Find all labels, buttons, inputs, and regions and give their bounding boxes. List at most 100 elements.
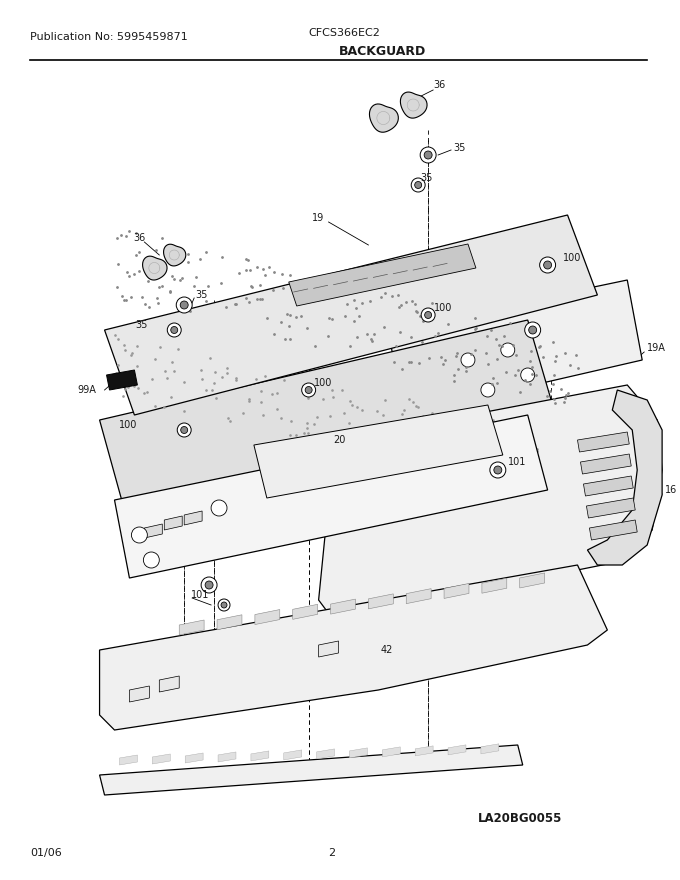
Polygon shape bbox=[482, 578, 507, 593]
Polygon shape bbox=[129, 686, 150, 702]
Polygon shape bbox=[254, 405, 503, 498]
Text: 35: 35 bbox=[195, 290, 207, 300]
Polygon shape bbox=[99, 320, 553, 510]
Polygon shape bbox=[319, 385, 662, 640]
Circle shape bbox=[205, 581, 213, 589]
Text: 100: 100 bbox=[434, 303, 452, 313]
Circle shape bbox=[540, 257, 556, 273]
Polygon shape bbox=[217, 615, 242, 630]
Circle shape bbox=[521, 368, 534, 382]
Text: 42: 42 bbox=[380, 645, 393, 655]
Circle shape bbox=[143, 552, 159, 568]
Circle shape bbox=[180, 301, 188, 309]
Polygon shape bbox=[369, 104, 398, 132]
Polygon shape bbox=[369, 594, 393, 609]
Polygon shape bbox=[120, 755, 137, 765]
Circle shape bbox=[543, 261, 551, 269]
Text: 101: 101 bbox=[191, 590, 209, 600]
Text: 36: 36 bbox=[433, 80, 445, 90]
Polygon shape bbox=[114, 415, 547, 578]
Polygon shape bbox=[159, 676, 180, 692]
Polygon shape bbox=[448, 744, 466, 755]
Text: 100: 100 bbox=[562, 253, 581, 263]
Polygon shape bbox=[99, 565, 607, 730]
Text: 100: 100 bbox=[313, 378, 332, 388]
Polygon shape bbox=[143, 256, 167, 280]
Circle shape bbox=[211, 500, 227, 516]
Polygon shape bbox=[481, 744, 499, 754]
Text: 20: 20 bbox=[334, 435, 346, 445]
Circle shape bbox=[500, 343, 515, 357]
Polygon shape bbox=[144, 524, 163, 538]
Polygon shape bbox=[583, 476, 633, 496]
Text: 19A: 19A bbox=[647, 343, 666, 353]
Polygon shape bbox=[251, 751, 269, 761]
Text: 100: 100 bbox=[119, 420, 137, 430]
Text: 35: 35 bbox=[420, 173, 432, 183]
Text: 16: 16 bbox=[665, 485, 677, 495]
Circle shape bbox=[528, 326, 537, 334]
Text: 01/06: 01/06 bbox=[30, 848, 62, 858]
Circle shape bbox=[201, 577, 217, 593]
Polygon shape bbox=[577, 432, 629, 452]
Circle shape bbox=[415, 181, 422, 188]
Circle shape bbox=[481, 383, 495, 397]
Polygon shape bbox=[185, 753, 203, 763]
Polygon shape bbox=[152, 754, 170, 764]
Text: 99A: 99A bbox=[78, 385, 97, 395]
Circle shape bbox=[131, 527, 148, 543]
Polygon shape bbox=[180, 620, 204, 635]
Circle shape bbox=[305, 386, 312, 393]
Circle shape bbox=[221, 602, 227, 608]
Text: 101: 101 bbox=[508, 457, 526, 467]
Polygon shape bbox=[330, 599, 356, 614]
Polygon shape bbox=[581, 454, 631, 474]
Text: 36: 36 bbox=[133, 233, 146, 243]
Polygon shape bbox=[415, 746, 433, 756]
Polygon shape bbox=[292, 605, 318, 620]
Circle shape bbox=[461, 353, 475, 367]
Polygon shape bbox=[184, 511, 202, 525]
Text: 19: 19 bbox=[311, 213, 324, 223]
Polygon shape bbox=[586, 498, 635, 518]
Circle shape bbox=[302, 383, 316, 397]
Polygon shape bbox=[406, 589, 431, 604]
Polygon shape bbox=[520, 573, 545, 588]
Circle shape bbox=[176, 297, 192, 313]
Circle shape bbox=[411, 178, 425, 192]
Text: 35: 35 bbox=[453, 143, 465, 153]
Polygon shape bbox=[444, 583, 469, 598]
Circle shape bbox=[171, 326, 177, 334]
Circle shape bbox=[421, 308, 435, 322]
Text: 2: 2 bbox=[328, 848, 336, 858]
Circle shape bbox=[525, 322, 541, 338]
Polygon shape bbox=[165, 516, 182, 530]
Circle shape bbox=[167, 323, 181, 337]
Circle shape bbox=[494, 466, 502, 474]
Text: Publication No: 5995459871: Publication No: 5995459871 bbox=[30, 32, 188, 42]
Polygon shape bbox=[319, 641, 339, 657]
Circle shape bbox=[420, 147, 436, 163]
Polygon shape bbox=[401, 92, 427, 118]
Polygon shape bbox=[588, 390, 662, 565]
Text: BACKGUARD: BACKGUARD bbox=[339, 45, 426, 58]
Polygon shape bbox=[164, 245, 186, 266]
Polygon shape bbox=[107, 370, 137, 390]
Circle shape bbox=[490, 462, 506, 478]
Polygon shape bbox=[590, 520, 637, 540]
Polygon shape bbox=[382, 747, 401, 757]
Text: CFCS366EC2: CFCS366EC2 bbox=[309, 28, 381, 38]
Polygon shape bbox=[255, 610, 279, 625]
Polygon shape bbox=[388, 280, 642, 415]
Polygon shape bbox=[218, 752, 236, 762]
Text: LA20BG0055: LA20BG0055 bbox=[478, 812, 562, 825]
Polygon shape bbox=[105, 215, 598, 415]
Text: 35: 35 bbox=[135, 320, 148, 330]
Circle shape bbox=[181, 427, 188, 434]
Polygon shape bbox=[350, 748, 367, 758]
Circle shape bbox=[218, 599, 230, 611]
Polygon shape bbox=[317, 749, 335, 759]
Polygon shape bbox=[99, 745, 523, 795]
Polygon shape bbox=[284, 750, 302, 760]
Polygon shape bbox=[289, 244, 476, 306]
